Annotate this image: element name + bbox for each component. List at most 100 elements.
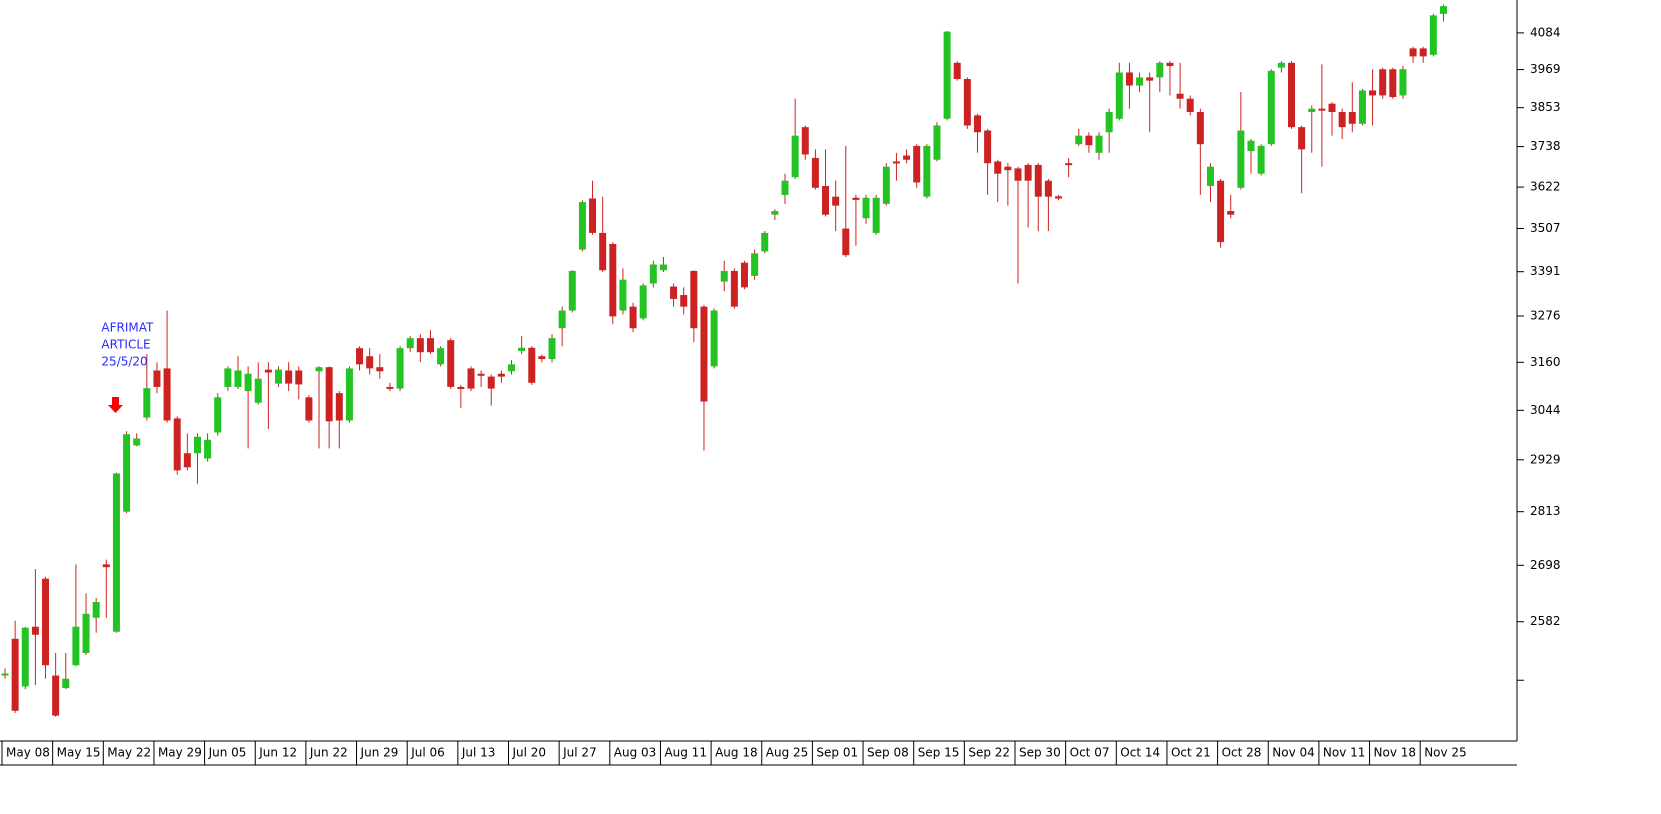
y-tick-label: 3969: [1530, 62, 1561, 76]
candle-body: [153, 370, 161, 387]
candle-body: [1308, 108, 1316, 113]
candle-body: [123, 434, 131, 512]
candle-body: [690, 270, 698, 329]
y-tick-label: 3276: [1530, 309, 1561, 323]
x-tick-label: Aug 18: [715, 746, 758, 760]
x-tick-label: May 08: [6, 746, 50, 760]
candle-body: [477, 373, 485, 376]
y-tick-label: 3391: [1530, 264, 1561, 278]
candle-body: [811, 157, 819, 188]
annotation-text: ARTICLE: [101, 338, 150, 352]
annotation-text: 25/5/20: [101, 355, 147, 369]
candle-body: [52, 675, 60, 716]
candle-body: [1267, 70, 1275, 145]
candle-body: [224, 368, 232, 387]
candle-body: [649, 264, 657, 284]
candle-body: [102, 564, 110, 568]
candle-body: [791, 135, 799, 178]
candle-body: [1014, 168, 1022, 181]
candle-body: [112, 473, 120, 632]
y-tick-label: 2698: [1530, 558, 1561, 572]
candle-body: [963, 79, 971, 126]
x-tick-label: May 29: [158, 746, 202, 760]
y-tick-label: 2929: [1530, 452, 1561, 466]
x-tick-label: Nov 04: [1272, 746, 1315, 760]
candle-body: [406, 338, 414, 349]
candle-body: [1055, 196, 1063, 199]
candle-body: [1298, 127, 1306, 150]
candle-body: [376, 367, 384, 372]
candle-body: [82, 613, 90, 653]
candle-body: [1024, 164, 1032, 181]
candle-body: [1429, 15, 1437, 55]
candle-body: [740, 262, 748, 288]
candle-body: [1288, 62, 1296, 128]
candle-body: [285, 370, 293, 384]
candle-body: [315, 367, 323, 372]
x-tick-label: May 22: [107, 746, 151, 760]
y-tick-label: 3507: [1530, 221, 1561, 235]
x-tick-label: May 15: [57, 746, 101, 760]
candle-body: [994, 161, 1002, 174]
candle-body: [487, 376, 495, 389]
candle-body: [578, 202, 586, 250]
candle-body: [62, 678, 70, 689]
candle-body: [1105, 112, 1113, 133]
candle-body: [1115, 72, 1123, 119]
candle-body: [609, 243, 617, 317]
candle-body: [933, 125, 941, 160]
candle-body: [1358, 90, 1366, 124]
candle-body: [882, 166, 890, 204]
candle-body: [1237, 130, 1245, 188]
candle-body: [275, 369, 283, 384]
candle-body: [21, 627, 29, 687]
candle-body: [1369, 90, 1377, 96]
candle-body: [1409, 48, 1417, 57]
candle-body: [254, 378, 262, 403]
candle-body: [31, 626, 39, 635]
x-tick-label: Sep 22: [968, 746, 1010, 760]
candle-body: [143, 388, 151, 418]
candle-body: [92, 601, 100, 618]
candle-body: [730, 270, 738, 307]
candle-body: [183, 453, 191, 468]
x-tick-label: Jun 29: [360, 746, 399, 760]
candle-body: [1247, 140, 1255, 152]
x-tick-label: Nov 25: [1424, 746, 1467, 760]
x-tick-label: Sep 30: [1019, 746, 1061, 760]
candle-body: [892, 161, 900, 164]
candle-body: [761, 232, 769, 252]
candle-body: [801, 127, 809, 155]
x-tick-label: Nov 18: [1374, 746, 1417, 760]
candle-body: [426, 338, 434, 353]
candle-body: [234, 370, 242, 387]
candle-body: [1004, 166, 1012, 171]
candle-body: [518, 347, 526, 351]
candle-body: [1257, 145, 1265, 174]
candle-body: [163, 368, 171, 421]
candle-body: [244, 373, 252, 392]
candle-body: [396, 348, 404, 389]
candle-body: [659, 264, 667, 271]
x-tick-label: Nov 11: [1323, 746, 1366, 760]
candle-body: [558, 310, 566, 329]
y-tick-label: 3738: [1530, 139, 1561, 153]
candle-body: [1389, 69, 1397, 98]
x-tick-label: Oct 07: [1070, 746, 1110, 760]
candle-body: [366, 356, 374, 369]
candle-body: [193, 436, 201, 454]
x-tick-label: Jul 06: [410, 746, 445, 760]
candle-body: [1328, 103, 1336, 113]
candle-body: [1146, 77, 1154, 81]
candle-body: [1, 673, 9, 676]
x-tick-label: Aug 11: [664, 746, 707, 760]
candle-body: [1125, 72, 1133, 86]
candle-body: [862, 197, 870, 219]
candle-body: [295, 370, 303, 385]
candle-body: [1439, 6, 1447, 14]
candle-body: [538, 356, 546, 360]
candle-body: [72, 626, 80, 666]
candle-body: [903, 155, 911, 160]
candle-body: [548, 338, 556, 360]
candle-body: [305, 397, 313, 421]
